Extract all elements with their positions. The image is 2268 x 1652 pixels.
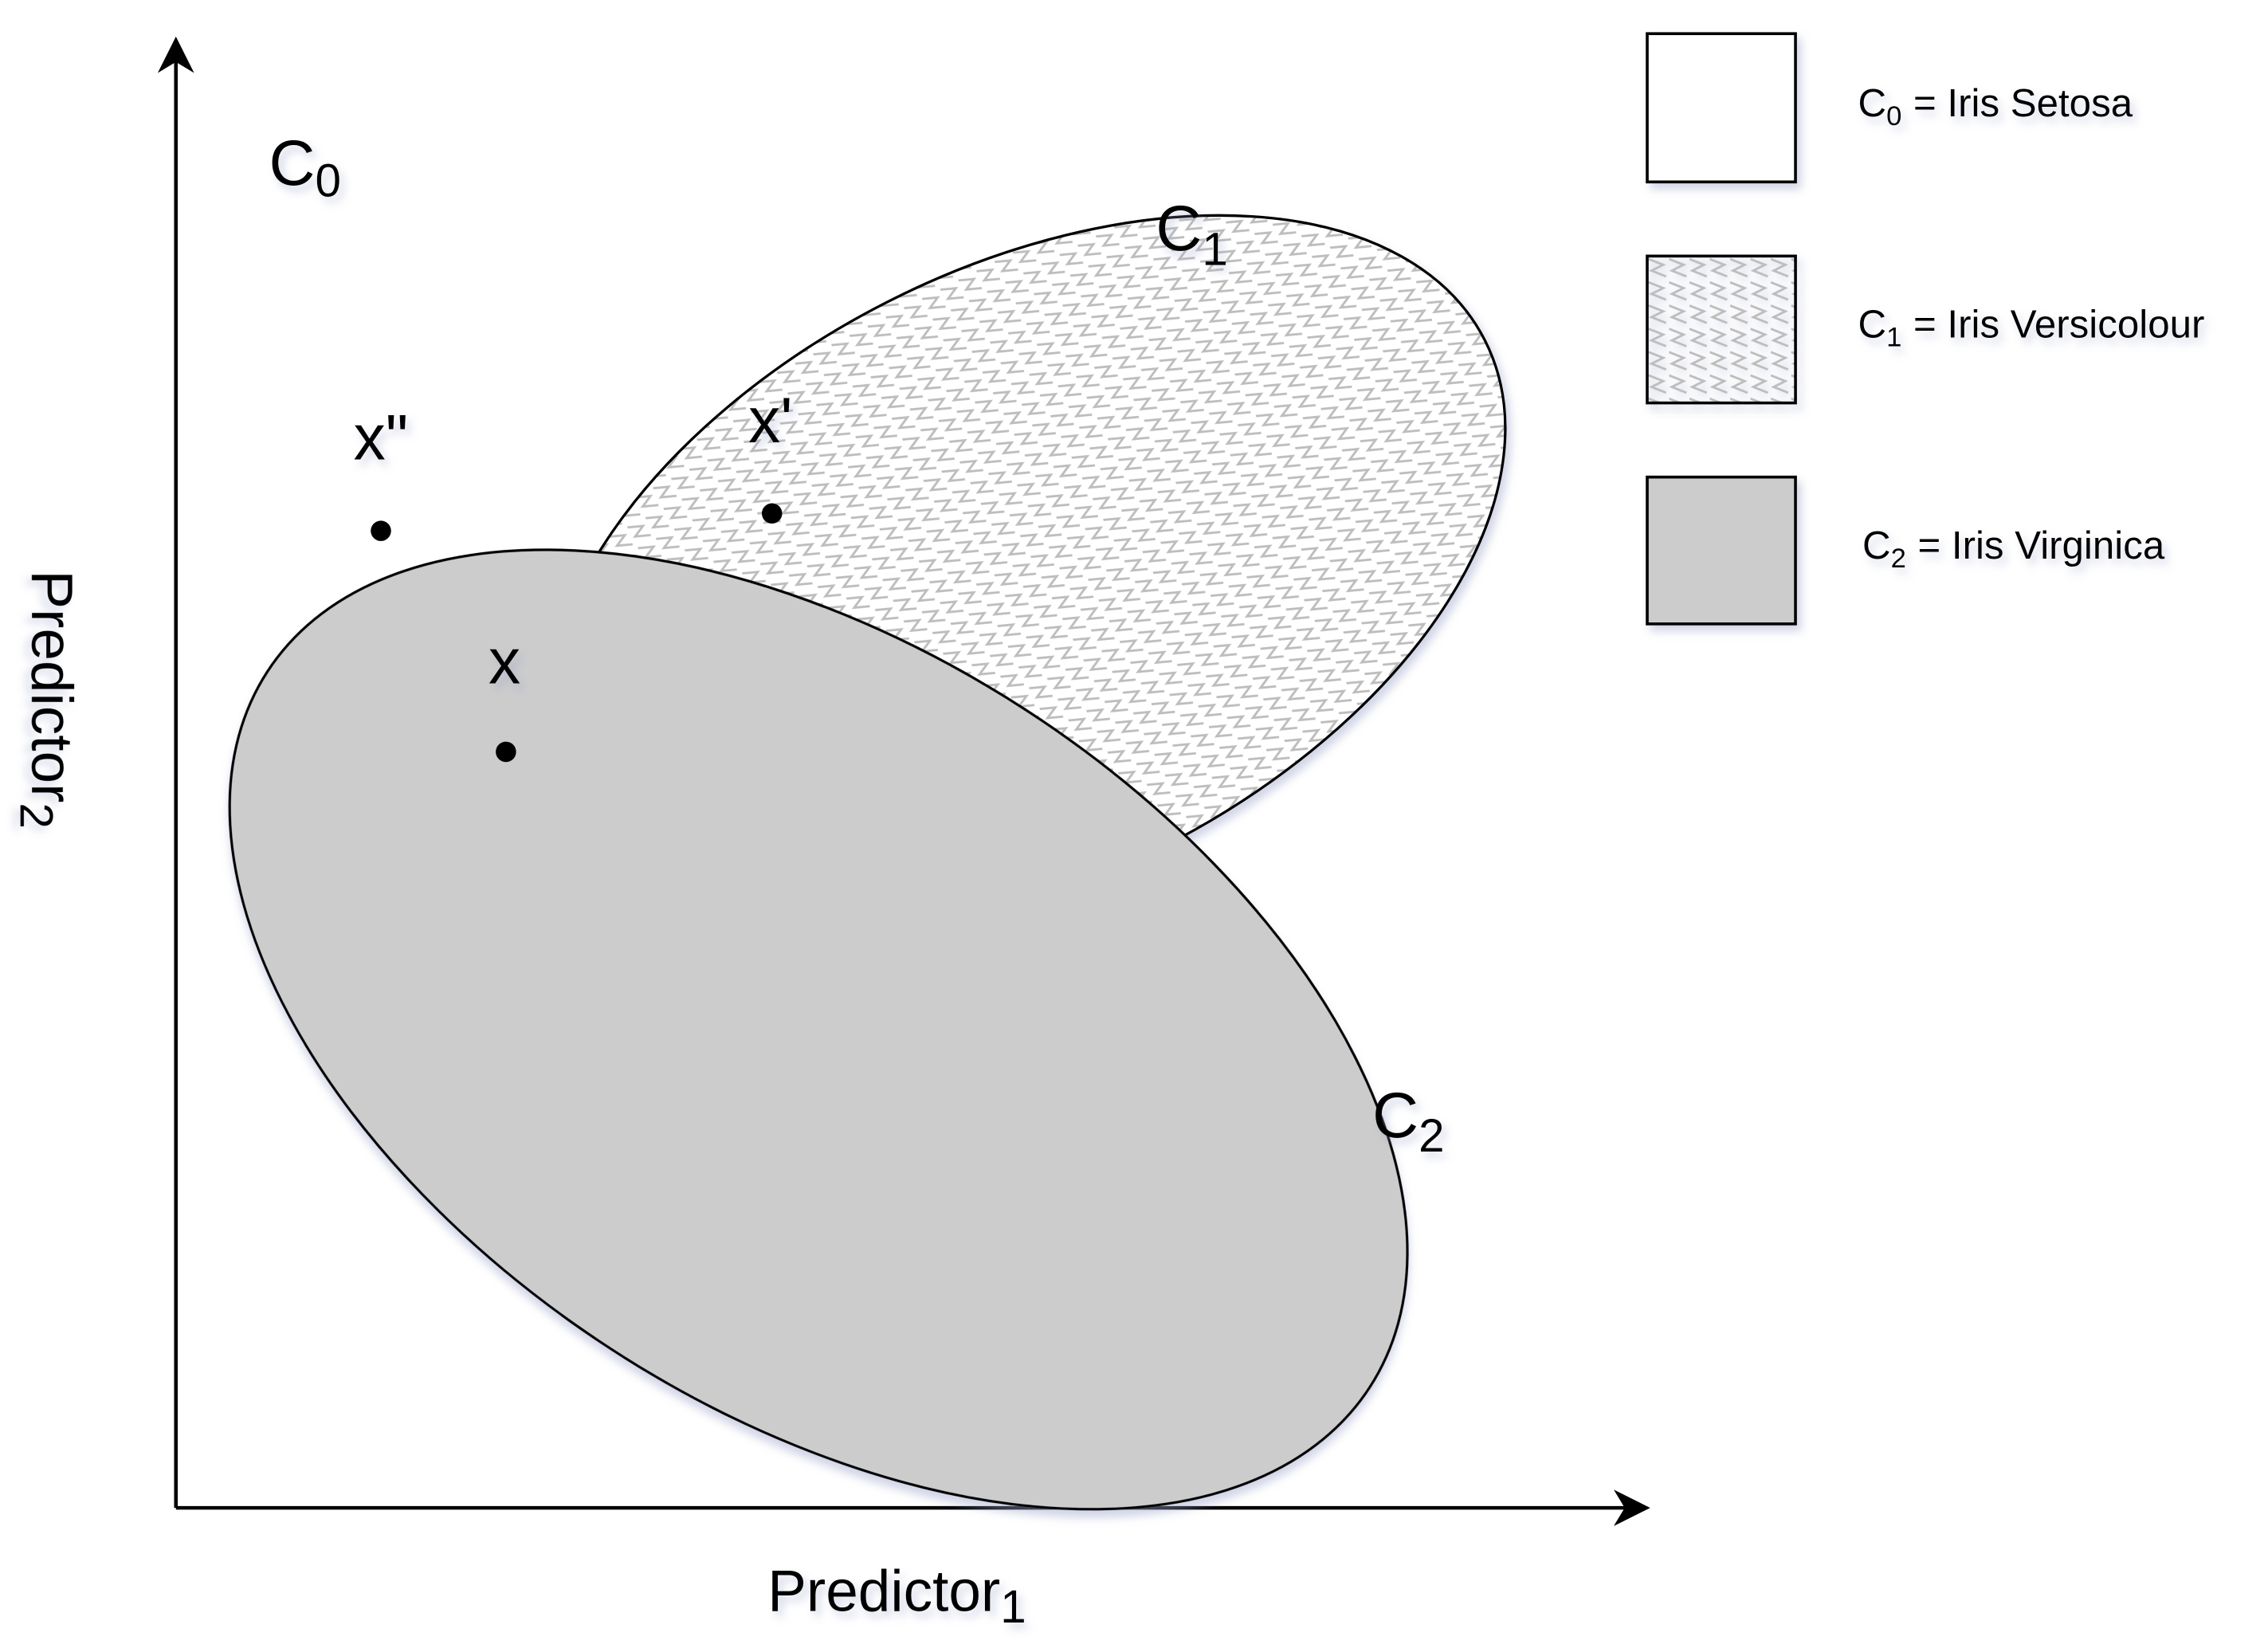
point [761, 503, 783, 524]
region-c2 [228, 548, 1409, 1511]
point-label: x' [748, 385, 792, 457]
region-label: C0 [269, 128, 341, 207]
point-label: x" [354, 402, 409, 474]
region-label: C2 [1372, 1080, 1444, 1162]
point [371, 520, 391, 541]
legend-label: C2 = Iris Virginica [1862, 524, 2165, 574]
y-axis-label: Predictor2 [10, 570, 84, 828]
point [496, 741, 516, 763]
region-label: C1 [1156, 193, 1227, 275]
legend: C0 = Iris Setosa C1 = Iris Versicolour C2 =… [1646, 32, 2205, 626]
legend-label: C0 = Iris Setosa [1858, 81, 2133, 131]
legend-label: C1 = Iris Versicolour [1858, 303, 2205, 353]
point-label: x [489, 626, 520, 698]
legend-swatch [1646, 254, 1797, 405]
legend-swatch [1646, 32, 1797, 184]
x-axis-label: Predictor1 [767, 1560, 1026, 1634]
legend-swatch [1646, 475, 1797, 626]
